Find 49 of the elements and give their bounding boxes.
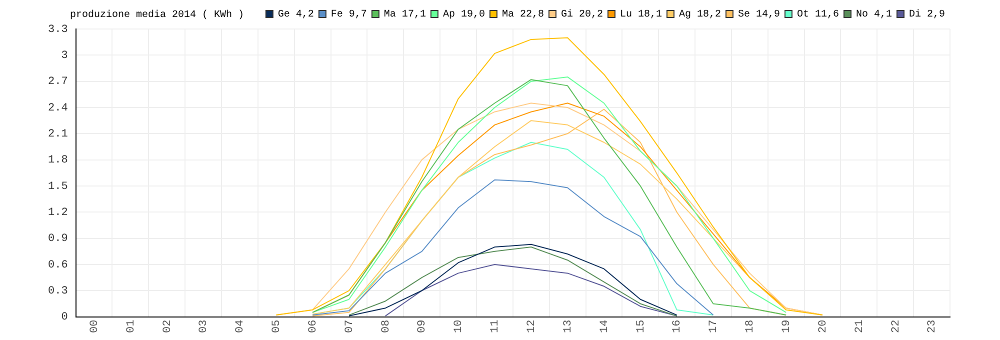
x-tick-label: 16 (672, 320, 684, 333)
x-tick-label: 00 (88, 320, 101, 333)
y-tick-label: 0.6 (48, 259, 68, 272)
x-tick-label: 22 (890, 320, 902, 333)
legend-label: Lu 18,1 (620, 10, 662, 21)
x-tick-label: 03 (198, 320, 210, 333)
legend-label: Gi 20,2 (560, 8, 603, 21)
legend-label: Ag 18,2 (678, 10, 721, 21)
x-tick-label: 20 (817, 320, 830, 333)
legend-label: Ge 4,2 (278, 10, 314, 21)
legend-label: No 4,1 (856, 10, 892, 21)
x-tick-label: 18 (744, 320, 757, 333)
chart-title: produzione media 2014 ( KWh ) (70, 9, 244, 22)
x-tick-label: 14 (598, 319, 611, 333)
legend-label: Fe 9,7 (330, 10, 367, 21)
y-tick-label: 1.8 (48, 154, 68, 167)
y-tick-label: 2.4 (48, 102, 68, 114)
y-tick-label: 3 (61, 50, 68, 62)
y-tick-label: 1.2 (48, 207, 68, 220)
x-tick-label: 09 (416, 320, 429, 333)
legend-label: Se 14,9 (738, 10, 780, 21)
x-tick-label: 10 (453, 320, 466, 333)
y-tick-label: 0.3 (48, 286, 68, 298)
x-tick-label: 01 (125, 319, 138, 333)
x-tick-label: 08 (380, 320, 392, 333)
y-tick-label: 0 (61, 312, 68, 324)
legend-label: Ot 11,6 (796, 10, 839, 21)
x-tick-label: 23 (926, 320, 939, 333)
y-tick-label: 3.3 (48, 24, 68, 36)
x-tick-label: 04 (234, 319, 247, 333)
x-tick-label: 17 (708, 320, 720, 333)
x-tick-label: 07 (344, 320, 356, 333)
x-tick-label: 11 (490, 319, 502, 333)
y-tick-label: 2.1 (48, 128, 68, 141)
y-tick-label: 1.5 (48, 180, 68, 193)
x-tick-label: 19 (780, 320, 793, 333)
x-tick-label: 06 (307, 320, 320, 333)
x-tick-label: 21 (854, 319, 866, 333)
legend-label: Ap 19,0 (442, 10, 485, 21)
x-tick-label: 12 (526, 320, 538, 333)
x-tick-label: 15 (635, 320, 648, 333)
x-tick-label: 13 (562, 320, 574, 333)
legend-label: Di 2,9 (908, 8, 946, 21)
y-tick-label: 2.7 (48, 76, 68, 88)
x-tick-label: 05 (271, 320, 284, 333)
legend-label: Ma 22,8 (502, 10, 544, 21)
x-tick-label: 02 (162, 320, 174, 333)
legend-label: Ma 17,1 (384, 10, 426, 21)
y-tick-label: 0.9 (48, 233, 68, 246)
